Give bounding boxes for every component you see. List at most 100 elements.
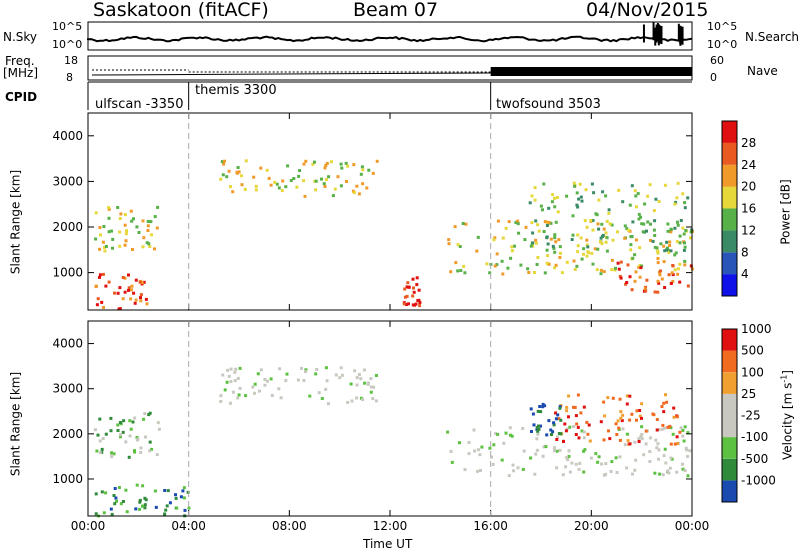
data-cell: [678, 280, 682, 284]
data-cell: [527, 271, 531, 274]
data-cell: [219, 177, 223, 181]
colorbar-segment: [722, 350, 737, 373]
nsky-burst: [677, 23, 680, 42]
data-cell: [673, 202, 677, 206]
colorbar-tick-label: 8: [741, 245, 749, 259]
data-cell: [631, 220, 635, 224]
data-cell: [603, 414, 607, 418]
data-cell: [580, 429, 584, 433]
data-cell: [129, 288, 133, 292]
data-cell: [666, 248, 670, 252]
data-cell: [541, 405, 545, 409]
data-cell: [686, 474, 690, 478]
data-cell: [657, 281, 661, 285]
data-cell: [674, 251, 678, 255]
data-cell: [417, 298, 421, 302]
data-cell: [575, 203, 579, 207]
y-tick-label: 3000: [52, 382, 83, 396]
data-cell: [371, 171, 375, 175]
data-cell: [165, 504, 169, 508]
data-cell: [530, 194, 534, 198]
data-cell: [582, 405, 586, 409]
x-tick-label: 08:00: [272, 519, 307, 533]
data-cell: [504, 431, 508, 435]
data-cell: [403, 287, 407, 291]
nsearch-tick-low: 10^0: [707, 38, 738, 51]
data-cell: [222, 162, 226, 166]
data-cell: [599, 268, 603, 272]
data-cell: [286, 164, 290, 168]
data-cell: [681, 226, 685, 230]
data-cell: [326, 402, 330, 406]
data-cell: [584, 188, 588, 192]
data-cell: [661, 473, 665, 477]
data-cell: [284, 185, 288, 189]
data-cell: [534, 241, 538, 245]
data-cell: [602, 400, 606, 404]
data-cell: [657, 428, 661, 432]
data-cell: [93, 428, 97, 432]
data-cell: [682, 248, 686, 252]
data-cell: [119, 212, 123, 216]
data-cell: [595, 213, 599, 217]
data-cell: [547, 419, 551, 423]
data-cell: [519, 263, 523, 267]
data-cell: [686, 196, 690, 200]
data-cell: [221, 373, 225, 377]
data-cell: [229, 367, 233, 371]
data-cell: [361, 182, 365, 186]
data-cell: [352, 163, 356, 167]
data-cell: [472, 428, 476, 432]
data-cell: [577, 436, 581, 440]
data-cell: [139, 293, 143, 297]
data-cell: [555, 196, 559, 199]
data-cell: [583, 448, 587, 452]
data-cell: [239, 174, 243, 178]
data-cell: [628, 203, 632, 207]
data-cell: [275, 182, 279, 186]
data-cell: [668, 244, 672, 247]
data-cell: [461, 222, 465, 225]
data-cell: [648, 450, 652, 454]
data-cell: [602, 438, 606, 442]
data-cell: [643, 287, 647, 291]
data-cell: [366, 382, 370, 386]
data-cell: [535, 437, 539, 441]
data-cell: [127, 288, 130, 292]
data-cell: [667, 273, 671, 277]
data-cell: [109, 429, 113, 433]
data-cell: [656, 261, 660, 265]
data-cell: [231, 390, 235, 394]
data-cell: [139, 299, 143, 303]
x-tick-label: 20:00: [574, 519, 609, 533]
data-cell: [604, 240, 608, 244]
data-cell: [458, 441, 461, 445]
data-cell: [253, 382, 257, 386]
data-cell: [679, 426, 683, 430]
data-cell: [545, 224, 549, 227]
data-cell: [374, 399, 378, 403]
data-cell: [547, 206, 551, 210]
data-cell: [361, 398, 365, 401]
data-cell: [689, 236, 692, 240]
data-cell: [582, 449, 586, 453]
data-cell: [148, 440, 152, 444]
data-cell: [229, 380, 233, 384]
data-cell: [500, 259, 504, 263]
data-cell: [585, 243, 589, 247]
data-cell: [682, 439, 686, 443]
data-cell: [683, 206, 687, 210]
data-cell: [640, 222, 644, 226]
data-cell: [666, 229, 670, 233]
data-cell: [673, 226, 677, 230]
data-cell: [631, 472, 634, 476]
data-cell: [572, 425, 576, 428]
data-cell: [683, 245, 687, 249]
data-cell: [324, 366, 328, 370]
colorbar-tick-label: -1000: [741, 473, 776, 487]
data-cell: [141, 245, 145, 249]
data-cell: [636, 192, 640, 196]
data-cell: [576, 233, 580, 237]
data-cell: [369, 377, 373, 381]
data-cell: [628, 394, 632, 398]
